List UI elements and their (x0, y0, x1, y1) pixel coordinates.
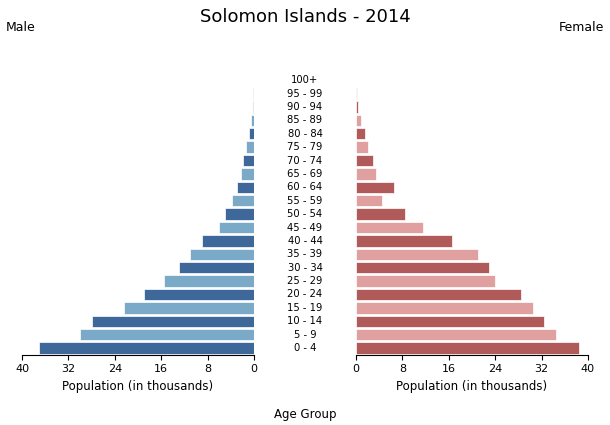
Bar (356, 342, 580, 354)
Text: 20 - 24: 20 - 24 (287, 289, 323, 300)
Bar (356, 142, 368, 153)
Bar (356, 168, 376, 180)
Bar (356, 262, 489, 273)
Bar (356, 235, 451, 246)
Bar (246, 142, 254, 153)
Text: 100+: 100+ (292, 75, 318, 85)
Bar (356, 302, 533, 314)
Bar (124, 302, 254, 314)
Bar (356, 289, 522, 300)
Bar (253, 101, 254, 113)
Text: 85 - 89: 85 - 89 (287, 115, 323, 125)
Text: 45 - 49: 45 - 49 (287, 223, 323, 232)
Bar (356, 128, 365, 139)
Bar (356, 249, 478, 260)
Bar (40, 342, 254, 354)
Text: 65 - 69: 65 - 69 (287, 169, 323, 179)
Text: 95 - 99: 95 - 99 (287, 88, 323, 99)
Text: 0 - 4: 0 - 4 (294, 343, 316, 353)
Bar (219, 222, 254, 233)
Bar (225, 208, 254, 220)
Text: 80 - 84: 80 - 84 (287, 129, 323, 139)
X-axis label: Population (in thousands): Population (in thousands) (396, 380, 548, 393)
Text: 55 - 59: 55 - 59 (287, 196, 323, 206)
Bar (232, 195, 254, 207)
Bar (80, 329, 254, 340)
Bar (249, 128, 254, 139)
Text: Age Group: Age Group (274, 408, 336, 421)
Bar (356, 208, 405, 220)
Bar (356, 181, 393, 193)
Text: Male: Male (6, 21, 36, 34)
Bar (92, 315, 254, 327)
Text: 60 - 64: 60 - 64 (287, 182, 323, 193)
Bar (251, 115, 254, 126)
Bar (356, 315, 545, 327)
Text: Solomon Islands - 2014: Solomon Islands - 2014 (199, 8, 411, 26)
Bar (164, 275, 254, 287)
Bar (202, 235, 254, 246)
Bar (356, 329, 556, 340)
Bar (356, 101, 357, 113)
Text: 35 - 39: 35 - 39 (287, 249, 323, 259)
Bar (356, 222, 423, 233)
Bar (356, 115, 361, 126)
Bar (179, 262, 254, 273)
Text: 75 - 79: 75 - 79 (287, 142, 323, 152)
Bar (240, 168, 254, 180)
Text: 15 - 19: 15 - 19 (287, 303, 323, 313)
Bar (356, 155, 373, 166)
X-axis label: Population (in thousands): Population (in thousands) (62, 380, 214, 393)
Text: 90 - 94: 90 - 94 (287, 102, 323, 112)
Bar (190, 249, 254, 260)
Bar (144, 289, 254, 300)
Text: 5 - 9: 5 - 9 (293, 330, 317, 340)
Text: 25 - 29: 25 - 29 (287, 276, 323, 286)
Bar (356, 275, 495, 287)
Bar (243, 155, 254, 166)
Bar (237, 181, 254, 193)
Text: Female: Female (559, 21, 604, 34)
Bar (356, 195, 382, 207)
Text: 50 - 54: 50 - 54 (287, 209, 323, 219)
Text: 40 - 44: 40 - 44 (287, 236, 323, 246)
Text: 30 - 34: 30 - 34 (287, 263, 323, 273)
Text: 70 - 74: 70 - 74 (287, 156, 323, 166)
Text: 10 - 14: 10 - 14 (287, 316, 323, 326)
